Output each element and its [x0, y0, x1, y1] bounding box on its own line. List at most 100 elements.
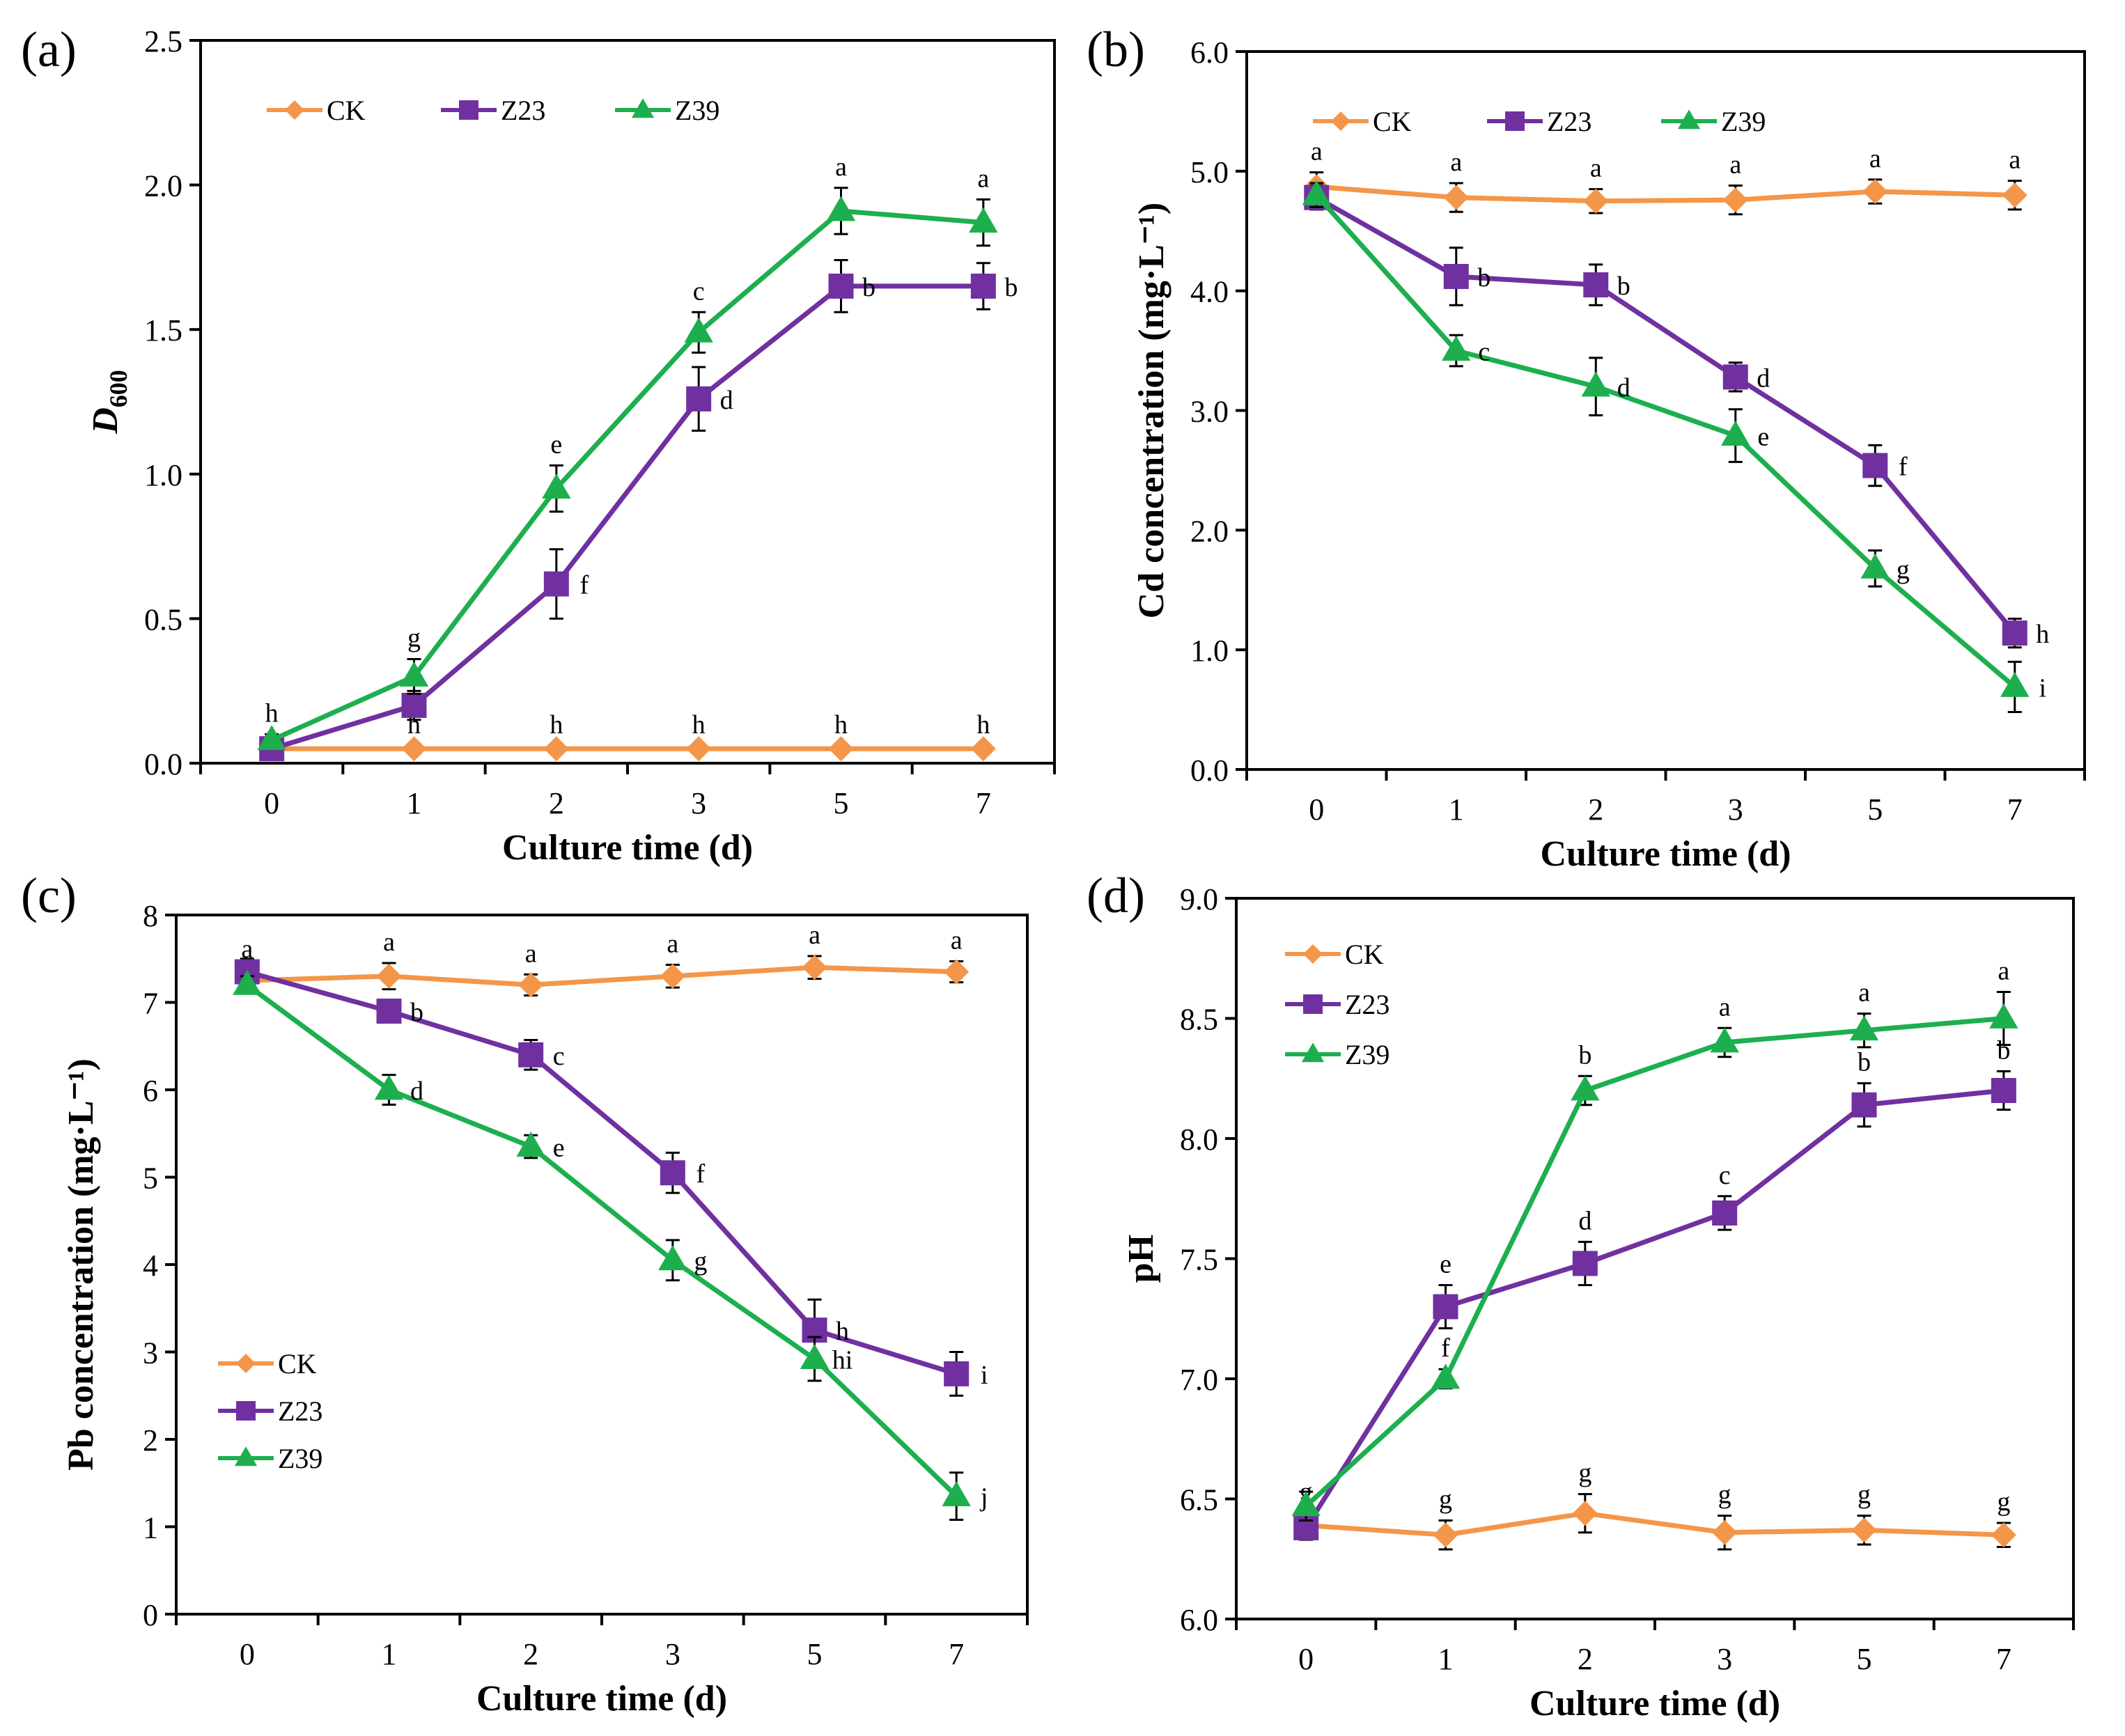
y-tick-label: 6.0	[1180, 1603, 1218, 1637]
y-tick-label: 0	[143, 1598, 158, 1632]
series-Z39: f b a a a	[1291, 957, 2018, 1522]
data-point-Z39	[1860, 553, 1890, 579]
data-point-CK	[1433, 1522, 1458, 1548]
significance-letter: h	[836, 1317, 849, 1346]
data-point-CK	[1583, 188, 1609, 214]
significance-letter: a	[1998, 957, 2009, 986]
significance-letter: a	[1450, 148, 1462, 177]
data-point-Z39	[257, 725, 286, 751]
legend-label: CK	[327, 95, 366, 126]
y-tick-label: 6.0	[1190, 36, 1229, 70]
data-point-Z23	[686, 386, 712, 412]
data-point-CK	[970, 736, 996, 762]
y-axis-label-text: D	[86, 407, 125, 435]
legend-marker-Z39	[1301, 1042, 1325, 1063]
data-point-Z39	[1431, 1363, 1461, 1389]
data-point-CK	[944, 959, 970, 985]
significance-letter: a	[1719, 992, 1731, 1022]
significance-letter: f	[696, 1159, 706, 1189]
significance-letter: c	[1478, 338, 1490, 367]
legend-label: Z39	[1345, 1039, 1390, 1070]
significance-letter: f	[1441, 1334, 1450, 1363]
significance-letter: g	[1578, 1459, 1591, 1488]
x-tick-label: 7	[949, 1637, 964, 1671]
significance-letter: a	[977, 164, 989, 193]
significance-letter: a	[1858, 978, 1870, 1008]
series-Z39: c d e g i	[1302, 180, 2046, 714]
series-line-Z39	[245, 983, 958, 1499]
legend: CK Z23 Z39	[267, 95, 719, 126]
data-point-Z23	[1862, 453, 1888, 478]
data-point-Z39	[800, 1343, 830, 1369]
y-tick-label: 2.0	[1190, 514, 1229, 548]
significance-letter: c	[1719, 1161, 1731, 1190]
significance-letter: a	[951, 926, 963, 955]
data-point-CK	[1443, 185, 1469, 210]
legend-label: Z39	[1721, 106, 1766, 137]
significance-letter: c	[693, 276, 705, 306]
y-axis-label: pH	[1121, 1235, 1161, 1283]
data-point-Z39	[2000, 671, 2030, 697]
y-tick-label: 8.5	[1180, 1003, 1218, 1037]
significance-letter: g	[1858, 1480, 1871, 1510]
data-point-Z39	[684, 317, 713, 343]
data-point-Z39	[233, 969, 262, 995]
x-tick-label: 2	[549, 786, 564, 820]
legend-marker-CK	[236, 1354, 256, 1373]
data-point-Z39	[399, 661, 429, 687]
data-point-Z23	[1712, 1200, 1738, 1226]
series-line-Z23	[246, 969, 958, 1377]
data-point-Z39	[826, 196, 856, 221]
significance-letter: g	[694, 1247, 707, 1276]
y-tick-label: 1	[143, 1511, 158, 1545]
y-tick-label: 0.5	[144, 602, 182, 636]
x-tick-label: 3	[1728, 792, 1743, 827]
significance-letter: b	[1617, 272, 1630, 301]
data-point-CK	[543, 736, 569, 762]
significance-letter: h	[692, 710, 706, 740]
panel-label: (a)	[21, 22, 77, 77]
panel-b: (b) 0.0 1.0 2.0 3.0 4.0 5.0 6.0 0 1 2 3 5 7 Culture ti…	[1087, 22, 2086, 874]
significance-letter: a	[2009, 146, 2021, 175]
significance-letter: b	[1997, 1035, 2010, 1065]
data-point-Z23	[1572, 1251, 1598, 1276]
legend-marker-Z23	[236, 1401, 256, 1421]
x-axis-label: Culture time (d)	[502, 828, 753, 868]
y-tick-label: 8.0	[1180, 1123, 1218, 1157]
x-axis-label: Culture time (d)	[1540, 834, 1791, 874]
data-point-Z39	[1571, 1075, 1600, 1101]
panel-d: (d) 6.0 6.5 7.0 7.5 8.0 8.5 9.0 0 1 2 3 5 7 Culture ti…	[1087, 868, 2075, 1723]
data-point-Z39	[658, 1245, 687, 1271]
data-point-Z23	[2002, 620, 2027, 646]
y-tick-label: 3	[143, 1336, 158, 1370]
significance-letter: i	[2039, 673, 2046, 703]
significance-letter: b	[1578, 1040, 1591, 1070]
y-tick-label: 1.0	[1190, 634, 1229, 668]
legend-marker-Z23	[459, 100, 478, 120]
significance-letter: h	[2036, 620, 2049, 649]
y-tick-label: 7.0	[1180, 1363, 1218, 1397]
x-tick-label: 5	[1867, 792, 1883, 827]
data-point-CK	[1851, 1517, 1877, 1543]
significance-letter: e	[553, 1134, 565, 1163]
data-point-Z39	[1581, 371, 1610, 397]
y-tick-label: 6.5	[1180, 1483, 1218, 1517]
series-line-CK	[1316, 184, 2015, 204]
y-tick-label: 9.0	[1180, 882, 1218, 916]
significance-letter: d	[1578, 1206, 1591, 1235]
y-tick-label: 5.0	[1190, 155, 1229, 189]
x-axis-label: Culture time (d)	[1529, 1684, 1780, 1723]
data-point-Z39	[1721, 420, 1750, 446]
series-Z23: b b d f h	[1304, 184, 2049, 649]
panel-a: (a) 0.0 0.5 1.0 1.5 2.0 2.5 0 1 2 3 5 7 Culture time …	[21, 22, 1056, 868]
significance-letter: f	[1899, 453, 1908, 482]
y-tick-label: 7.5	[1180, 1243, 1218, 1277]
data-point-Z23	[401, 692, 427, 718]
legend-label: Z23	[278, 1395, 322, 1427]
series-line-Z23	[271, 283, 983, 751]
series-Z23: e d c b b	[1293, 1035, 2016, 1541]
legend-marker-CK	[285, 100, 304, 120]
